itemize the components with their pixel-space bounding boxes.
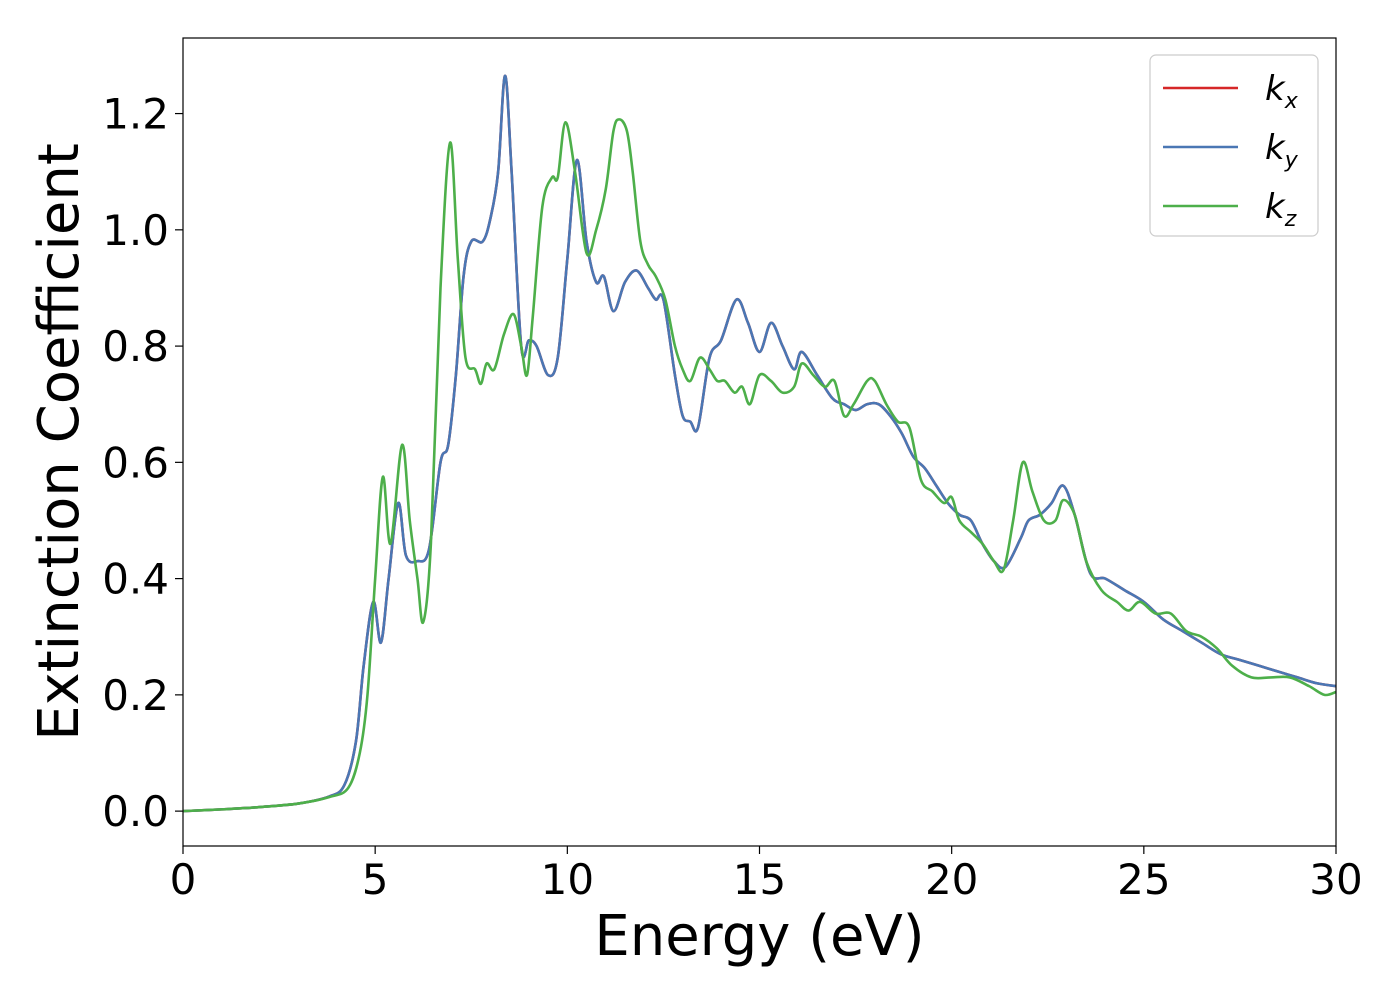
series-line-y: [183, 74, 1336, 813]
series-line-z: [183, 118, 1336, 813]
x-tick-label: 20: [925, 855, 978, 904]
y-tick-label: 1.2: [102, 90, 169, 139]
series-layer: [183, 74, 1336, 813]
legend-box: [1149, 54, 1319, 237]
y-tick-label: 0.4: [102, 555, 169, 604]
x-tick-label: 25: [1117, 855, 1170, 904]
x-axis-title: Energy (eV): [594, 904, 924, 969]
legend: kx ky kz: [1149, 54, 1319, 237]
y-tick-label: 0.2: [102, 671, 169, 720]
x-tick-label: 0: [170, 855, 197, 904]
x-tick-label: 10: [541, 855, 594, 904]
legend-label-y: ky: [1265, 128, 1299, 173]
y-tick-label: 0.6: [102, 438, 169, 487]
y-tick-label: 0.0: [102, 787, 169, 836]
y-axis-title: Extinction Coefficient: [27, 143, 92, 741]
legend-label-z: kz: [1265, 187, 1297, 232]
x-tick-label: 15: [733, 855, 786, 904]
y-tick-label: 1.0: [102, 206, 169, 255]
x-axis: 0 5 10 15 20 25 30: [170, 846, 1363, 904]
y-tick-label: 0.8: [102, 322, 169, 371]
x-tick-label: 30: [1309, 855, 1362, 904]
y-axis: 0.0 0.2 0.4 0.6 0.8 1.0 1.2: [102, 90, 183, 836]
x-tick-label: 5: [362, 855, 389, 904]
legend-label-x: kx: [1265, 69, 1299, 114]
